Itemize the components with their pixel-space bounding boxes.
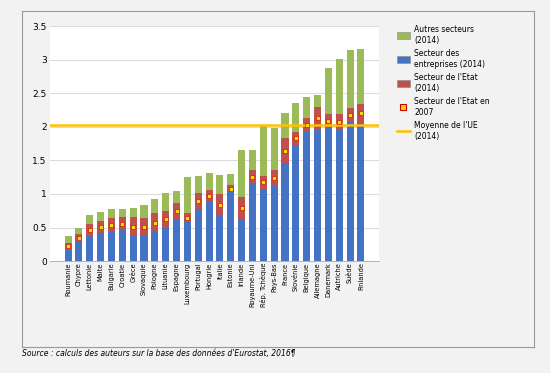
Bar bbox=[314, 107, 321, 130]
Bar bbox=[216, 194, 223, 216]
Bar bbox=[260, 189, 267, 261]
Bar bbox=[108, 209, 115, 218]
Bar bbox=[271, 128, 278, 170]
Bar bbox=[336, 129, 343, 261]
Bar bbox=[314, 95, 321, 107]
Bar bbox=[216, 216, 223, 261]
Bar bbox=[75, 234, 82, 242]
Legend: Autres secteurs
(2014), Secteur des
entreprises (2014), Secteur de l'Etat
(2014): Autres secteurs (2014), Secteur des entr… bbox=[397, 25, 490, 141]
Bar bbox=[325, 68, 332, 114]
Bar bbox=[64, 236, 72, 243]
Bar bbox=[227, 175, 234, 185]
Bar bbox=[206, 202, 213, 261]
Bar bbox=[97, 221, 104, 233]
Bar bbox=[249, 170, 256, 182]
Bar bbox=[97, 233, 104, 261]
Bar bbox=[64, 250, 72, 261]
Bar bbox=[130, 217, 136, 236]
Bar bbox=[162, 228, 169, 261]
Bar bbox=[97, 212, 104, 221]
Bar bbox=[358, 49, 365, 104]
Bar bbox=[140, 205, 147, 218]
Bar bbox=[195, 210, 202, 261]
Bar bbox=[293, 103, 299, 132]
Bar bbox=[151, 199, 158, 213]
Bar bbox=[293, 145, 299, 261]
Bar bbox=[346, 50, 354, 108]
Bar bbox=[336, 114, 343, 129]
Bar bbox=[86, 216, 94, 223]
Bar bbox=[75, 228, 82, 234]
Bar bbox=[314, 130, 321, 261]
Bar bbox=[282, 113, 289, 138]
Bar bbox=[238, 219, 245, 261]
Bar bbox=[293, 132, 299, 145]
Bar bbox=[303, 132, 310, 261]
Bar bbox=[195, 176, 202, 192]
Bar bbox=[358, 123, 365, 261]
Bar bbox=[260, 176, 267, 189]
Bar bbox=[86, 236, 94, 261]
Bar bbox=[162, 211, 169, 228]
Bar bbox=[162, 192, 169, 211]
Bar bbox=[346, 122, 354, 261]
Bar bbox=[325, 128, 332, 261]
Bar bbox=[173, 219, 180, 261]
Bar bbox=[238, 150, 245, 197]
Text: Source : calculs des auteurs sur la base des données d'Eurostat, 2016¶: Source : calculs des auteurs sur la base… bbox=[22, 349, 296, 358]
Bar bbox=[358, 104, 365, 123]
Bar bbox=[140, 235, 147, 261]
Bar bbox=[75, 242, 82, 261]
Bar bbox=[184, 176, 191, 213]
Bar bbox=[86, 223, 94, 236]
Bar bbox=[119, 230, 126, 261]
Bar bbox=[184, 213, 191, 222]
Bar bbox=[249, 182, 256, 261]
Bar bbox=[238, 197, 245, 219]
Bar bbox=[108, 218, 115, 232]
Bar bbox=[325, 114, 332, 128]
Bar bbox=[303, 118, 310, 132]
Bar bbox=[173, 203, 180, 219]
Bar bbox=[140, 218, 147, 235]
Bar bbox=[249, 150, 256, 170]
Bar bbox=[151, 232, 158, 261]
Bar bbox=[119, 217, 126, 230]
Bar bbox=[303, 97, 310, 118]
Bar bbox=[271, 170, 278, 186]
Bar bbox=[64, 243, 72, 250]
Bar bbox=[130, 208, 136, 217]
Bar bbox=[184, 222, 191, 261]
Bar bbox=[346, 108, 354, 122]
Bar bbox=[227, 185, 234, 192]
Bar bbox=[206, 173, 213, 190]
Bar bbox=[271, 186, 278, 261]
Bar bbox=[195, 192, 202, 210]
Bar bbox=[282, 163, 289, 261]
Bar bbox=[260, 125, 267, 176]
Bar bbox=[130, 236, 136, 261]
Bar bbox=[282, 138, 289, 163]
Bar bbox=[206, 190, 213, 202]
Bar bbox=[227, 192, 234, 261]
Bar bbox=[119, 209, 126, 217]
Bar bbox=[151, 213, 158, 232]
Bar bbox=[216, 175, 223, 194]
Bar bbox=[173, 191, 180, 203]
Bar bbox=[336, 59, 343, 114]
Bar bbox=[108, 232, 115, 261]
